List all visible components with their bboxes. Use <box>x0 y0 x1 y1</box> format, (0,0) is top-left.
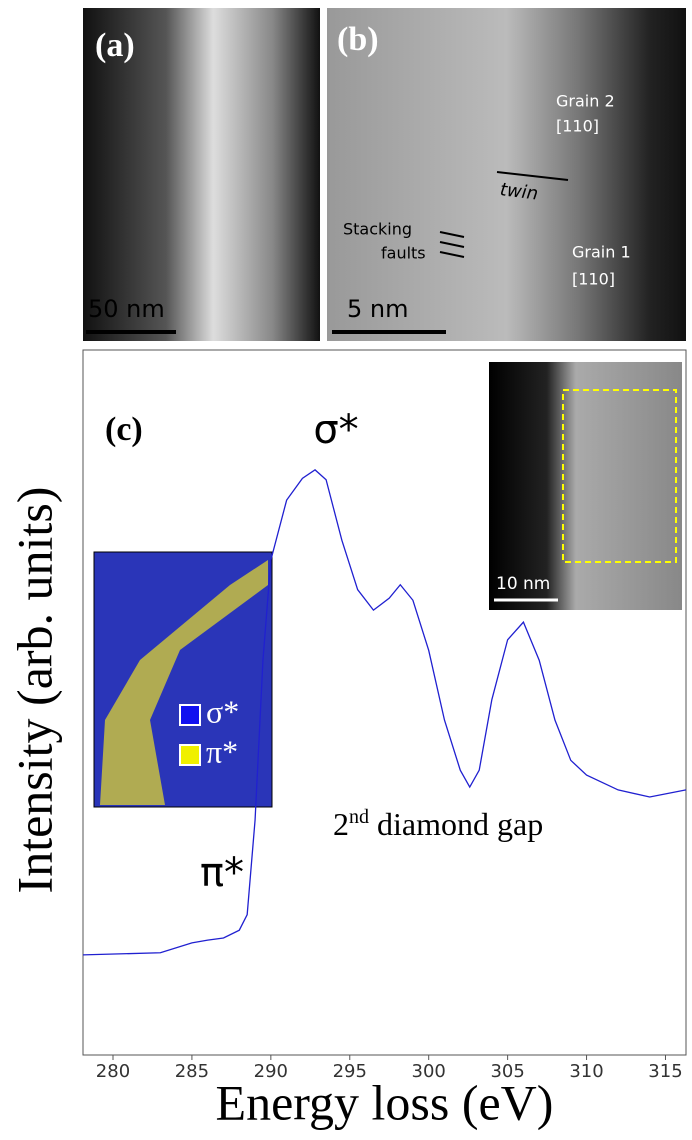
inset-image <box>489 362 682 610</box>
annotation: π* <box>200 850 244 896</box>
annotation: [110] <box>572 270 615 289</box>
annotation: twin <box>499 179 539 204</box>
annotation: [110] <box>556 117 599 136</box>
legend-label: σ* <box>206 693 239 729</box>
x-tick-label: 305 <box>490 1061 524 1082</box>
annotation-part: 2 <box>333 806 349 842</box>
annotation: faults <box>381 244 426 263</box>
scale-label: 10 nm <box>496 574 550 594</box>
legend-swatch <box>179 704 201 726</box>
x-tick-label: 315 <box>648 1061 682 1082</box>
scale-label: 50 nm <box>88 295 165 323</box>
arrows <box>439 231 465 258</box>
image-b <box>327 8 686 341</box>
annotation-part: nd <box>349 806 369 828</box>
panel-label: (c) <box>105 411 143 448</box>
twin-line <box>496 171 569 181</box>
scale-label: 5 nm <box>347 295 409 323</box>
x-tick-label: 290 <box>254 1061 288 1082</box>
image-a <box>83 8 320 341</box>
x-tick-label: 285 <box>175 1061 209 1082</box>
legend-swatch <box>179 744 201 766</box>
x-tick-label: 300 <box>412 1061 446 1082</box>
x-tick-label: 280 <box>96 1061 130 1082</box>
map-feature <box>100 560 268 805</box>
x-axis-label: Energy loss (eV) <box>216 1074 554 1130</box>
annotation: Grain 1 <box>572 243 631 262</box>
x-tick-label: 295 <box>333 1061 367 1082</box>
legend-label: π* <box>206 733 238 769</box>
x-tick-label: 310 <box>569 1061 603 1082</box>
panel-label: (a) <box>95 27 135 64</box>
y-axis-label: Intensity (arb. units) <box>6 487 62 894</box>
annotation: 2nd diamond gap <box>333 806 543 843</box>
inset-box <box>562 389 677 563</box>
series-line <box>82 469 687 956</box>
annotation: Stacking <box>343 220 412 239</box>
annotation: Grain 2 <box>556 92 615 111</box>
annotation-part: diamond gap <box>369 806 543 842</box>
annotation: σ* <box>313 407 358 453</box>
panel-label: (b) <box>337 21 379 58</box>
